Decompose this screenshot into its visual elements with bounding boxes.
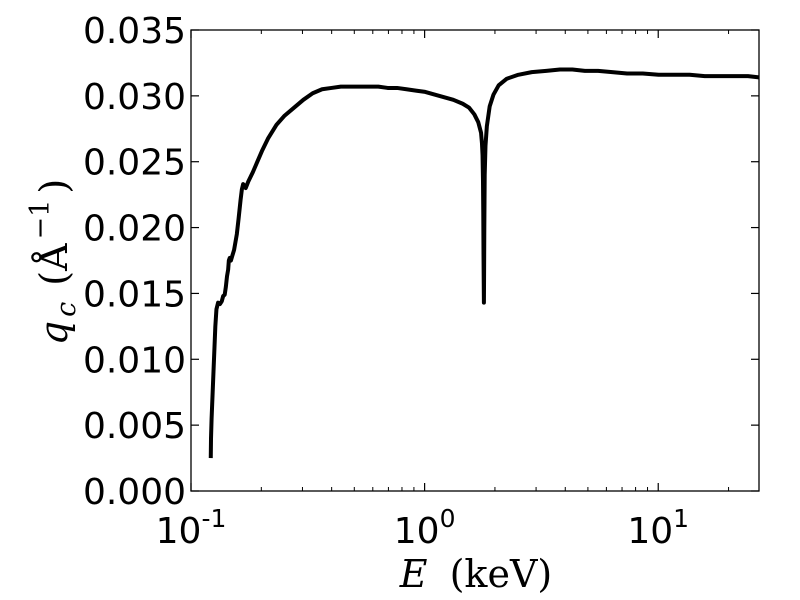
y-tick-label: 0.000 — [83, 472, 186, 513]
plot-frame — [190, 29, 760, 492]
y-tick-label: 0.020 — [83, 209, 186, 250]
y-tick-labels: 0.000 0.005 0.010 0.015 0.020 0.025 0.030 0.035 — [83, 11, 186, 513]
y-tick-label: 0.015 — [83, 274, 186, 315]
series-line — [208, 67, 760, 459]
y-tick-marks — [191, 29, 759, 492]
y-axis-unit-open: (Å — [32, 243, 76, 286]
y-axis-unit-exp: −1 — [25, 200, 56, 240]
x-axis-unit: (keV) — [450, 552, 553, 596]
x-axis-label: E (keV) — [399, 552, 552, 596]
svg-text:q c (Å −1: q c (Å −1 ) — [25, 179, 82, 345]
x-tick-label: 100 — [394, 504, 456, 552]
x-tick-label: 101 — [627, 504, 689, 552]
y-tick-label: 0.010 — [83, 340, 186, 381]
series-layer — [208, 67, 760, 459]
y-tick-label: 0.005 — [83, 406, 186, 447]
y-axis-symbol: q — [32, 321, 76, 345]
x-tick-label: 10-1 — [156, 504, 227, 552]
y-tick-label: 0.025 — [83, 143, 186, 184]
x-axis-symbol: E — [399, 552, 428, 596]
x-tick-labels: 10-1 100 101 — [156, 504, 689, 552]
y-axis-subscript: c — [51, 302, 82, 317]
y-tick-label: 0.035 — [83, 11, 186, 52]
y-axis-unit-close: ) — [32, 179, 76, 194]
x-tick-marks — [190, 30, 730, 491]
y-tick-label: 0.030 — [83, 77, 186, 118]
y-axis-label: q c (Å −1 ) — [25, 179, 82, 345]
